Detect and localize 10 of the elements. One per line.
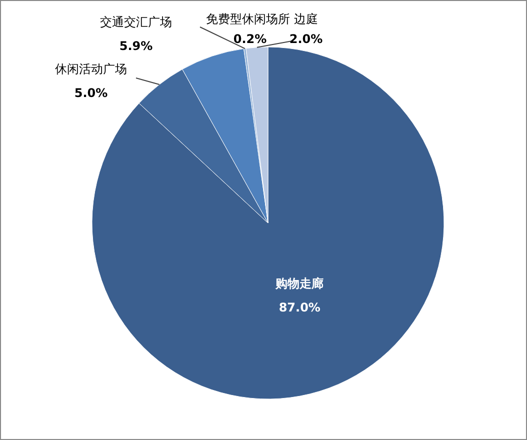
slice-label: 购物走廊 xyxy=(274,276,324,291)
slice-label: 边庭 xyxy=(294,12,318,26)
data-label: 2.0% xyxy=(289,32,323,46)
slice-label: 免费型休闲场所 xyxy=(206,12,290,26)
data-label: 0.2% xyxy=(233,32,267,46)
slice-label: 休闲活动广场 xyxy=(55,62,127,76)
slice-label: 交通交汇广场 xyxy=(100,15,172,29)
data-label: 87.0% xyxy=(278,300,320,315)
data-label: 5.0% xyxy=(74,86,108,100)
data-label: 5.9% xyxy=(119,39,153,53)
